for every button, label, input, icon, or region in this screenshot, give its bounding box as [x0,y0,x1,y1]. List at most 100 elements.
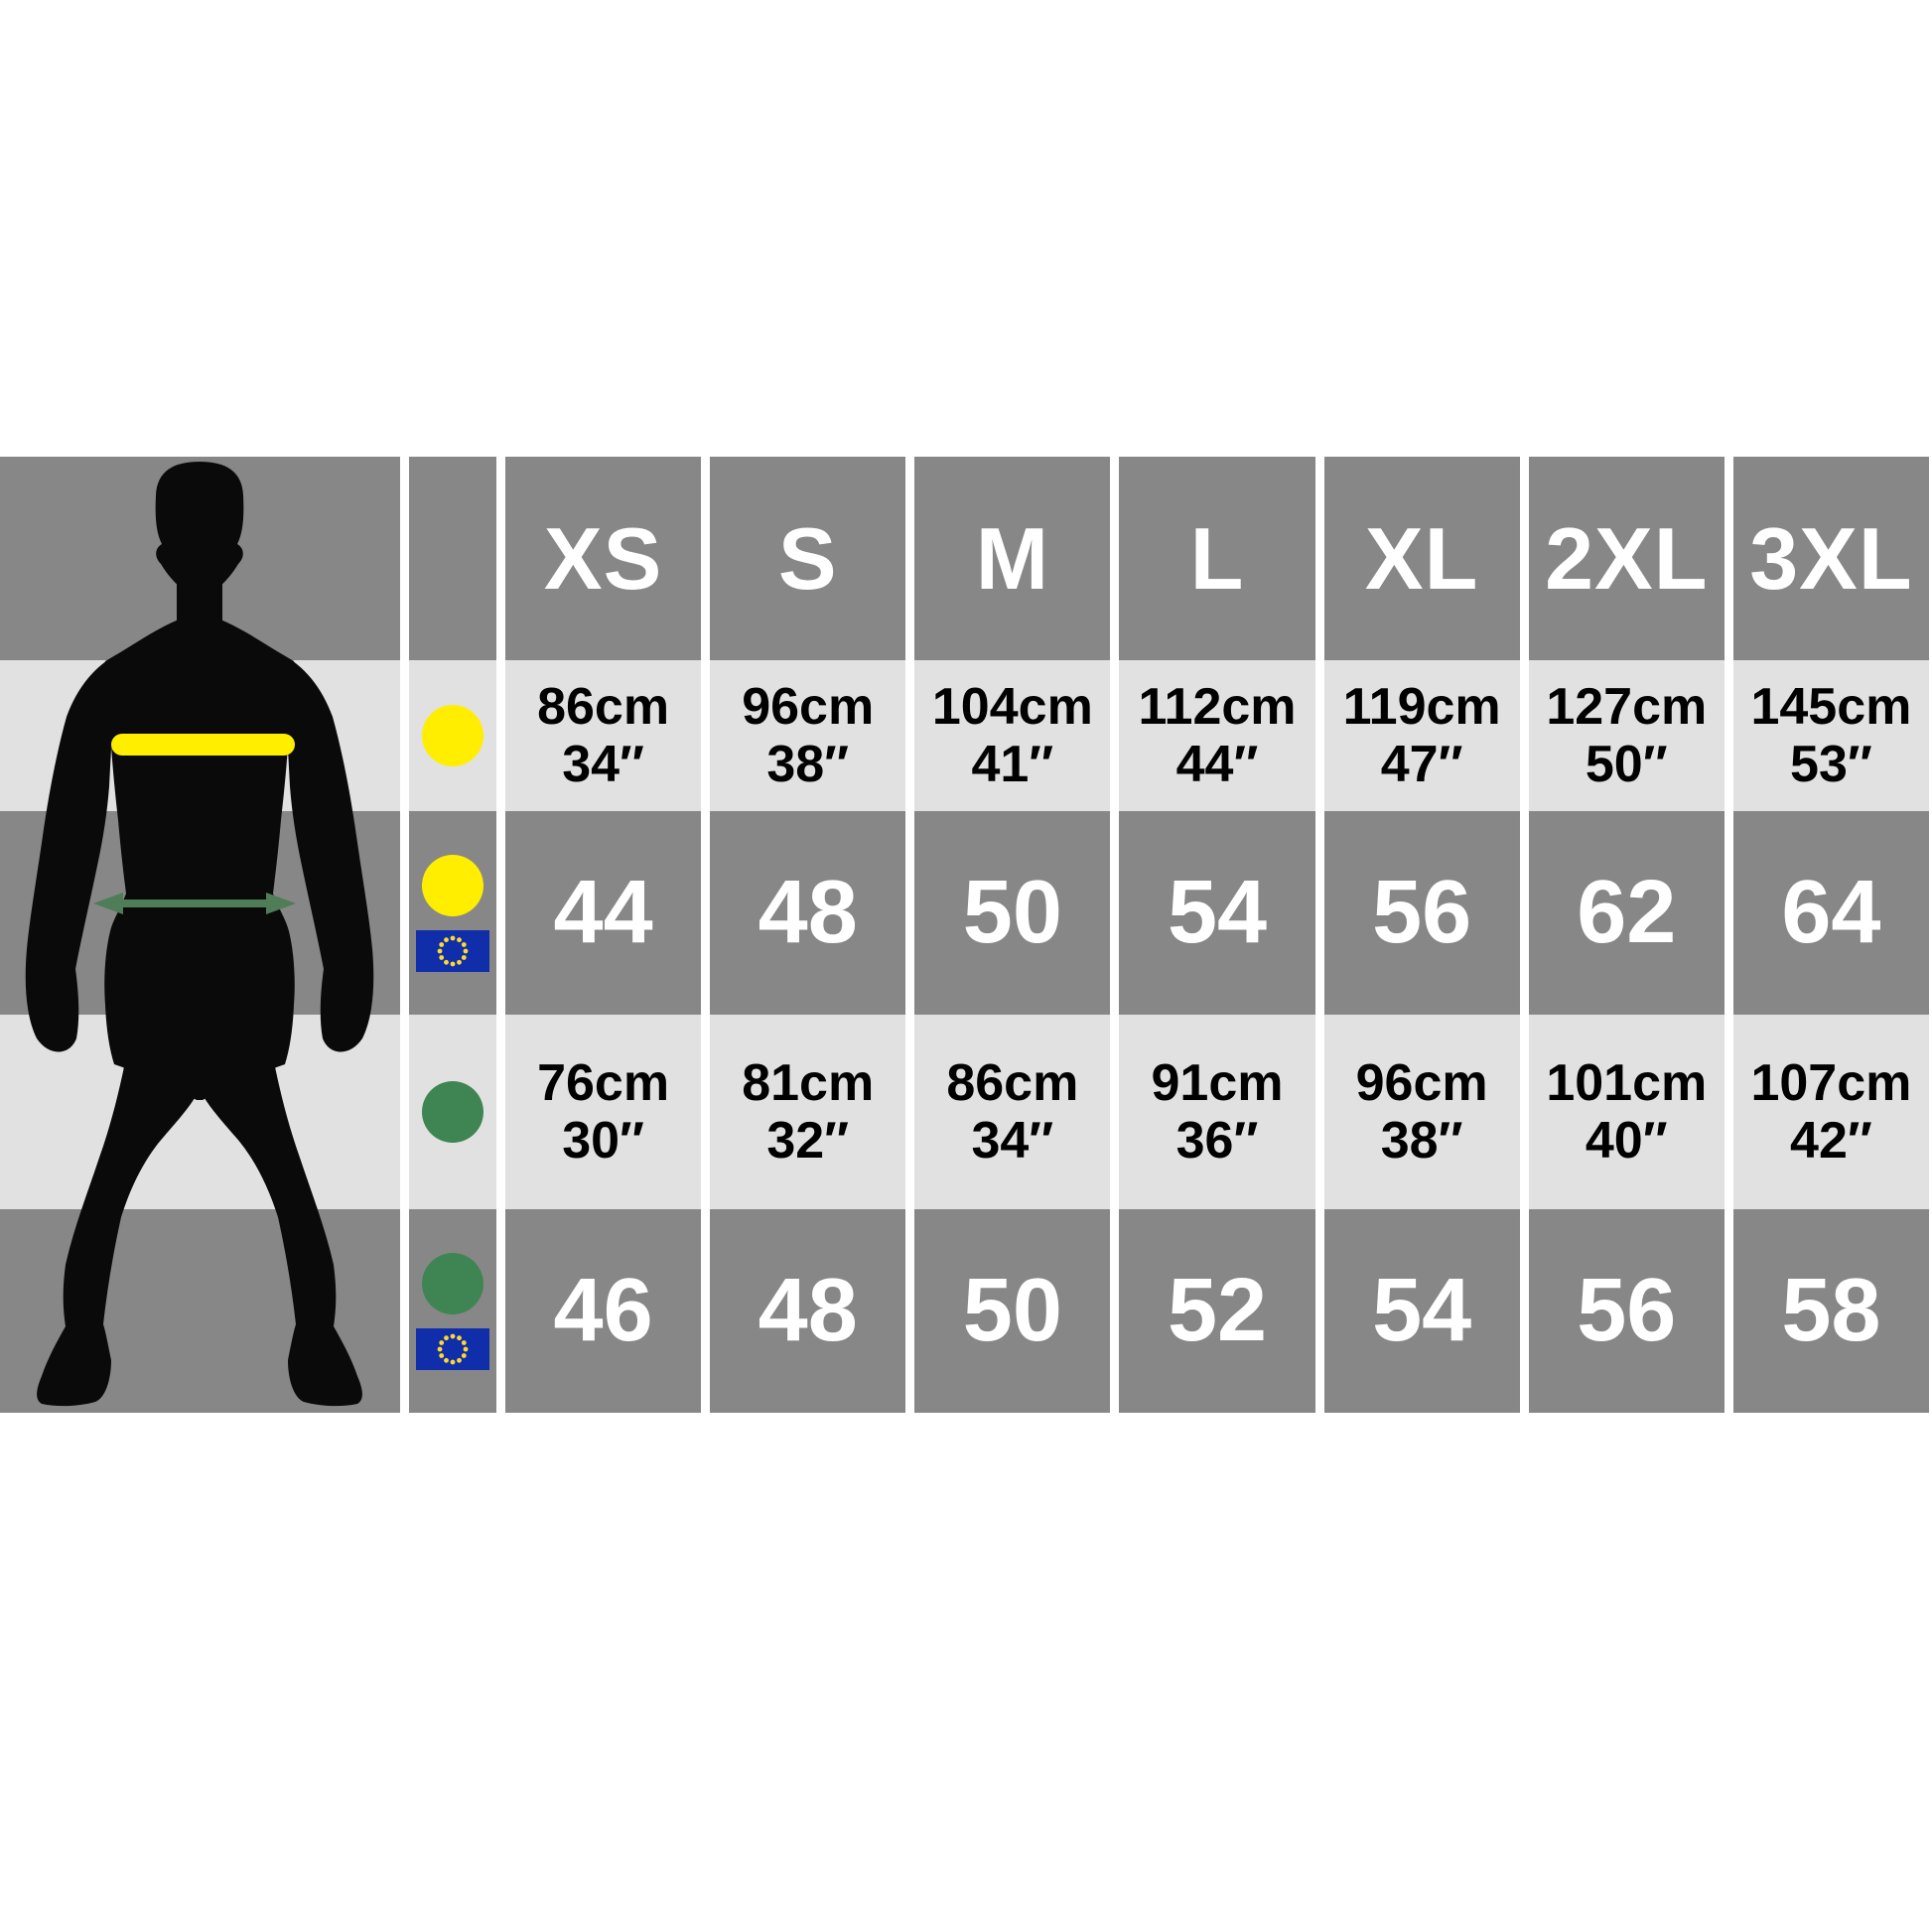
size-header-cell: L [1119,457,1315,660]
eu-flag-icon [416,1327,489,1370]
inch-value: 44″ [1175,736,1259,793]
cm-value: 127cm [1546,678,1708,736]
chest-eu-size-cell: 44 [505,811,702,1015]
cm-value: 86cm [946,1054,1079,1112]
eu-size-value: 48 [758,1261,858,1360]
size-label: L [1189,508,1245,608]
cm-value: 107cm [1750,1054,1912,1112]
size-header-cell: S [710,457,906,660]
inch-value: 32″ [766,1112,850,1170]
eu-size-value: 58 [1781,1261,1881,1360]
waist-green-circle-icon [422,1252,483,1314]
size-label: XL [1364,508,1479,608]
legend-header-spacer [409,457,496,660]
inch-value: 34″ [971,1112,1054,1170]
chest-measurement-cell: 145cm 53″ [1732,660,1929,811]
inch-value: 36″ [1175,1112,1259,1170]
silhouette-left-leg [37,1052,195,1407]
model-silhouette-panel [0,457,400,1413]
inch-value: 50″ [1585,736,1668,793]
size-label: 3XL [1749,508,1913,608]
size-chart-table: XS S M L XL 2XL 3XL 86cm 34″ 96cm 38″ 104c… [0,457,1929,1413]
cm-value: 86cm [537,678,670,736]
chest-yellow-circle-icon [422,705,483,766]
eu-size-value: 48 [758,863,858,962]
eu-size-value: 50 [962,1261,1062,1360]
chest-yellow-circle-icon [422,854,483,916]
eu-size-value: 50 [962,863,1062,962]
waist-eu-size-cell: 48 [710,1209,906,1413]
waist-eu-size-cell: 54 [1323,1209,1520,1413]
eu-size-value: 54 [1372,1261,1472,1360]
inch-value: 53″ [1790,736,1872,793]
eu-size-value: 46 [553,1261,653,1360]
size-header-cell: XL [1323,457,1520,660]
chest-measure-line [111,734,295,756]
size-label: 2XL [1545,508,1709,608]
cm-value: 81cm [742,1054,875,1112]
inch-value: 40″ [1585,1112,1668,1170]
inch-value: 34″ [562,736,644,793]
male-silhouette [25,462,374,1407]
waist-eu-size-cell: 56 [1528,1209,1725,1413]
silhouette-head [155,462,244,608]
chest-eu-size-cell: 48 [710,811,906,1015]
silhouette-right-arm [280,653,374,1052]
waist-measurement-cell: 76cm 30″ [505,1015,702,1209]
inch-value: 42″ [1790,1112,1872,1170]
chest-measurement-cell: 96cm 38″ [710,660,906,811]
size-header-cell: M [914,457,1111,660]
eu-size-value: 52 [1167,1261,1268,1360]
cm-value: 112cm [1138,678,1297,736]
eu-size-value: 56 [1372,863,1472,962]
cm-value: 76cm [537,1054,670,1112]
legend-cell-waist [409,1015,496,1209]
chest-measurement-cell: 127cm 50″ [1528,660,1725,811]
inch-value: 38″ [1380,1112,1463,1170]
legend-cell-chest-eu [409,811,496,1015]
waist-eu-size-cell: 52 [1119,1209,1315,1413]
silhouette-right-leg [205,1052,362,1407]
chest-measurement-cell: 104cm 41″ [914,660,1111,811]
waist-measurement-cell: 81cm 32″ [710,1015,906,1209]
waist-eu-size-cell: 46 [505,1209,702,1413]
eu-size-value: 64 [1781,863,1881,962]
legend-cell-waist-eu [409,1209,496,1413]
chest-eu-size-cell: 64 [1732,811,1929,1015]
size-label: M [975,508,1049,608]
waist-eu-size-cell: 50 [914,1209,1111,1413]
inch-value: 47″ [1380,736,1463,793]
inch-value: 38″ [766,736,850,793]
waist-eu-size-cell: 58 [1732,1209,1929,1413]
chest-measurement-cell: 86cm 34″ [505,660,702,811]
size-header-cell: 2XL [1528,457,1725,660]
cm-value: 119cm [1342,678,1501,736]
waist-measurement-cell: 101cm 40″ [1528,1015,1725,1209]
size-label: S [777,508,838,608]
waist-green-circle-icon [422,1081,483,1143]
size-header-cell: 3XL [1732,457,1929,660]
waist-measurement-cell: 86cm 34″ [914,1015,1111,1209]
cm-value: 101cm [1546,1054,1708,1112]
silhouette-left-arm [25,653,119,1052]
chest-measurement-cell: 119cm 47″ [1323,660,1520,811]
cm-value: 96cm [1355,1054,1488,1112]
waist-measurement-cell: 91cm 36″ [1119,1015,1315,1209]
chest-eu-size-cell: 54 [1119,811,1315,1015]
waist-measurement-cell: 107cm 42″ [1732,1015,1929,1209]
inch-value: 30″ [562,1112,644,1170]
cm-value: 104cm [931,678,1093,736]
cm-value: 145cm [1750,678,1912,736]
silhouette-torso [103,614,296,1100]
eu-size-value: 62 [1577,863,1677,962]
chest-eu-size-cell: 56 [1323,811,1520,1015]
eu-size-value: 56 [1577,1261,1677,1360]
eu-size-value: 44 [553,863,653,962]
legend-cell-chest [409,660,496,811]
eu-size-value: 54 [1167,863,1268,962]
inch-value: 41″ [971,736,1054,793]
waist-measurement-cell: 96cm 38″ [1323,1015,1520,1209]
eu-flag-icon [416,929,489,972]
size-header-cell: XS [505,457,702,660]
waist-measure-arrow [93,893,296,914]
